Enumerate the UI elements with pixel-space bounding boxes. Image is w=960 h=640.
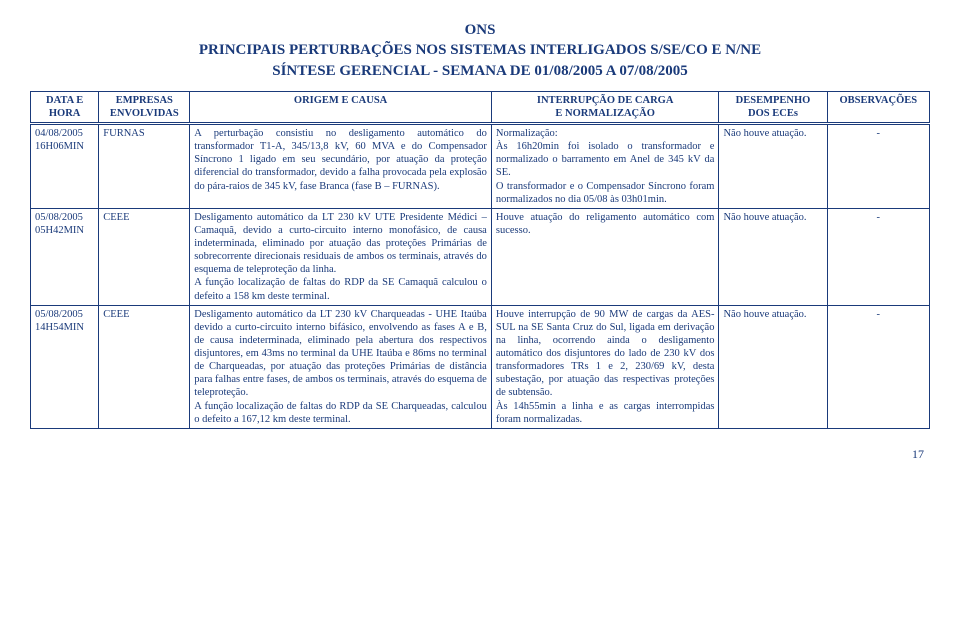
col-int-header: INTERRUPÇÃO DE CARGAE NORMALIZAÇÃO [491, 91, 719, 123]
cell-emp: CEEE [99, 208, 190, 305]
col-date-header: DATA EHORA [31, 91, 99, 123]
col-emp-header: EMPRESASENVOLVIDAS [99, 91, 190, 123]
table-body: 04/08/200516H06MIN FURNAS A perturbação … [31, 124, 930, 429]
cell-obs: - [827, 208, 929, 305]
cell-int: Normalização:Às 16h20min foi isolado o t… [491, 124, 719, 209]
cell-des: Não houve atuação. [719, 124, 827, 209]
cell-int: Houve atuação do religamento automático … [491, 208, 719, 305]
table-row: 04/08/200516H06MIN FURNAS A perturbação … [31, 124, 930, 209]
cell-origem: Desligamento automático da LT 230 kV UTE… [190, 208, 492, 305]
header-line-3: SÍNTESE GERENCIAL - SEMANA DE 01/08/2005… [30, 61, 930, 81]
cell-int: Houve interrupção de 90 MW de cargas da … [491, 305, 719, 428]
table-row: 05/08/200514H54MIN CEEE Desligamento aut… [31, 305, 930, 428]
cell-origem: A perturbação consistiu no desligamento … [190, 124, 492, 209]
cell-des: Não houve atuação. [719, 208, 827, 305]
cell-origem: Desligamento automático da LT 230 kV Cha… [190, 305, 492, 428]
disturbance-table: DATA EHORA EMPRESASENVOLVIDAS ORIGEM E C… [30, 91, 930, 429]
table-header-row: DATA EHORA EMPRESASENVOLVIDAS ORIGEM E C… [31, 91, 930, 123]
cell-date: 05/08/200505H42MIN [31, 208, 99, 305]
cell-date: 04/08/200516H06MIN [31, 124, 99, 209]
cell-emp: FURNAS [99, 124, 190, 209]
header-line-1: ONS [30, 20, 930, 40]
cell-date: 05/08/200514H54MIN [31, 305, 99, 428]
col-obs-header: OBSERVAÇÕES [827, 91, 929, 123]
table-row: 05/08/200505H42MIN CEEE Desligamento aut… [31, 208, 930, 305]
page-number: 17 [30, 447, 930, 462]
report-header: ONS PRINCIPAIS PERTURBAÇÕES NOS SISTEMAS… [30, 20, 930, 81]
cell-obs: - [827, 305, 929, 428]
cell-obs: - [827, 124, 929, 209]
col-des-header: DESEMPENHODOS ECEs [719, 91, 827, 123]
header-line-2: PRINCIPAIS PERTURBAÇÕES NOS SISTEMAS INT… [30, 40, 930, 60]
col-origem-header: ORIGEM E CAUSA [190, 91, 492, 123]
cell-des: Não houve atuação. [719, 305, 827, 428]
cell-emp: CEEE [99, 305, 190, 428]
